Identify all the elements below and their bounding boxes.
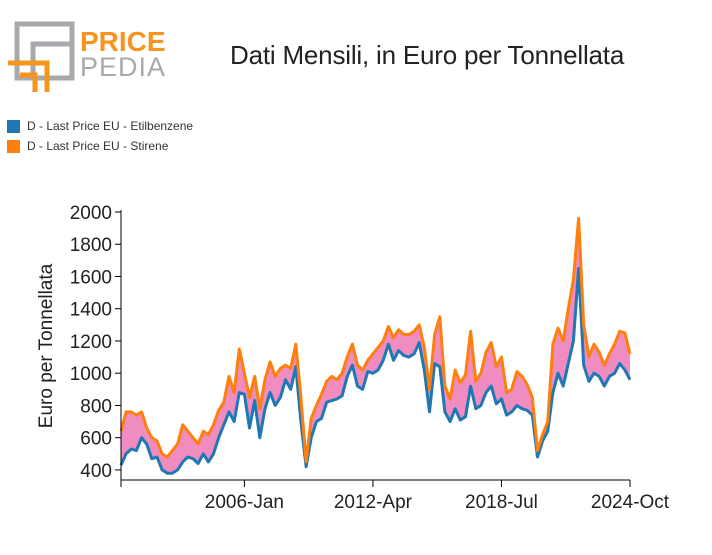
y-tick-label: 1600: [70, 267, 112, 288]
y-tick-label: 2000: [70, 203, 112, 224]
y-tick-label: 800: [80, 396, 112, 417]
y-tick-label: 1000: [70, 364, 112, 385]
logo-orange-bracket-outer: [8, 60, 50, 92]
logo-orange-bracket-inner: [20, 72, 38, 92]
y-tick-label: 1800: [70, 235, 112, 256]
legend-swatch-etilbenzene: [7, 119, 20, 133]
y-tick-label: 1400: [70, 300, 112, 321]
legend-label-stirene: D - Last Price EU - Stirene: [27, 139, 169, 153]
x-tick-label: 2024-Oct: [591, 492, 670, 513]
series-line-etilbenzene: [119, 266, 632, 475]
legend-item-etilbenzene: D - Last Price EU - Etilbenzene: [7, 116, 193, 136]
x-tick-label: 2018-Jul: [465, 492, 538, 513]
legend-label-etilbenzene: D - Last Price EU - Etilbenzene: [27, 119, 194, 133]
legend: D - Last Price EU - Etilbenzene D - Last…: [7, 116, 193, 156]
y-tick-label: 400: [80, 461, 112, 482]
logo-gray-frame-inner: [30, 41, 72, 78]
spread-area: [121, 218, 630, 474]
series-line-stirene: [119, 216, 632, 464]
pricepedia-logo: PRICE PEDIA: [8, 21, 166, 92]
plot-area: [119, 216, 632, 475]
logo-word-price: PRICE: [80, 26, 166, 57]
axes: 400 600 800 1000 1200 1400 1600 1800 2000 2006-Ja…: [36, 203, 670, 513]
y-tick-label: 600: [80, 429, 112, 450]
y-axis-label: Euro per Tonnellata: [36, 263, 57, 428]
legend-item-stirene: D - Last Price EU - Stirene: [7, 136, 193, 156]
legend-swatch-stirene: [7, 139, 20, 153]
x-tick-label: 2006-Jan: [205, 492, 284, 513]
x-tick-label: 2012-Apr: [334, 492, 413, 513]
y-tick-label: 1200: [70, 332, 112, 353]
chart-title: Dati Mensili, in Euro per Tonnellata: [230, 40, 625, 70]
logo-word-pedia: PEDIA: [80, 52, 166, 82]
